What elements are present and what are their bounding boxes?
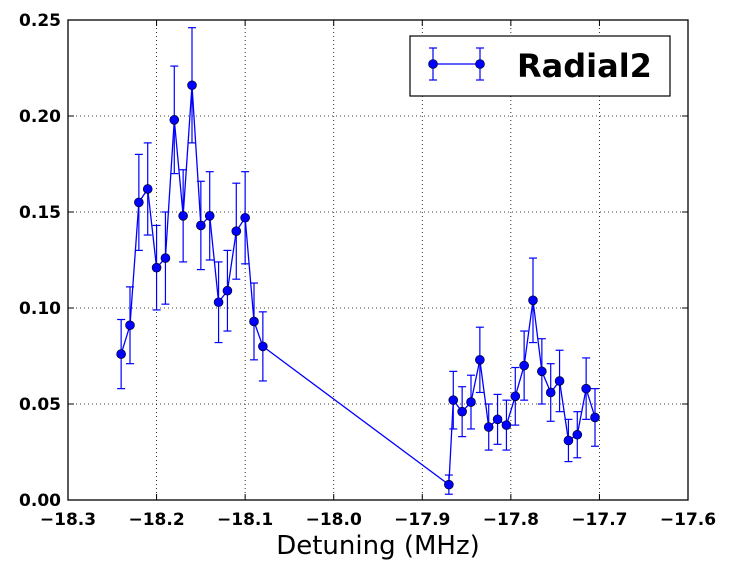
data-point [501, 420, 512, 430]
data-point [160, 253, 171, 263]
data-point [572, 429, 583, 440]
data-point [457, 406, 467, 417]
data-point [196, 220, 206, 231]
x-tick-label: −18.0 [306, 510, 362, 530]
data-point [554, 376, 565, 386]
y-tick-label: 0.15 [19, 203, 61, 223]
y-tick-label: 0.00 [19, 491, 61, 511]
y-tick-label: 0.10 [19, 299, 61, 319]
data-point [563, 435, 574, 446]
data-point [519, 360, 529, 371]
data-point [222, 285, 233, 296]
plot-area [116, 27, 600, 495]
x-tick-label: −18.1 [217, 510, 273, 530]
data-point [475, 355, 485, 365]
x-tick-label: −17.8 [483, 510, 539, 530]
x-tick-label: −17.7 [571, 510, 627, 530]
legend-box [409, 35, 671, 97]
data-point [213, 297, 224, 308]
data-point [249, 316, 259, 327]
x-tick-label: −17.6 [660, 510, 716, 530]
data-point [231, 226, 242, 236]
y-tick-label: 0.05 [19, 395, 61, 415]
legend-label: Radial2 [517, 47, 652, 85]
data-point [466, 397, 476, 407]
data-point [448, 395, 459, 405]
data-point [258, 341, 268, 352]
data-point [169, 115, 180, 125]
plot-frame [67, 19, 689, 501]
data-point [204, 211, 215, 221]
data-point [125, 320, 135, 331]
x-tick-label: −18.2 [128, 510, 184, 530]
legend: Radial2 [409, 35, 671, 97]
x-tick-label: −17.9 [394, 510, 450, 530]
data-point [178, 211, 188, 221]
legend-marker [475, 59, 485, 69]
data-point [187, 80, 197, 91]
legend-sample [428, 47, 485, 81]
data-point [151, 262, 162, 273]
data-point [528, 295, 538, 306]
data-point [483, 422, 494, 432]
grid [68, 20, 688, 500]
y-tick-label: 0.20 [19, 107, 61, 127]
data-point [240, 212, 250, 223]
data-point [537, 366, 547, 377]
data-point [581, 383, 591, 394]
y-tick-label: 0.25 [19, 11, 61, 31]
x-tick-label: −18.3 [40, 510, 96, 530]
data-point [545, 387, 556, 398]
data-point [134, 197, 144, 208]
x-axis-label: Detuning (MHz) [276, 531, 480, 561]
data-point [142, 184, 153, 194]
legend-marker [428, 59, 438, 69]
data-point [590, 412, 600, 423]
data-point [444, 479, 454, 490]
data-point [510, 391, 521, 402]
data-point [116, 349, 126, 359]
series-line [120, 85, 596, 486]
data-point [492, 414, 503, 425]
tick-labels: −18.3 −18.2 −18.1 −18.0 −17.9 −17.8 −17.7 −17.6… [19, 11, 716, 530]
